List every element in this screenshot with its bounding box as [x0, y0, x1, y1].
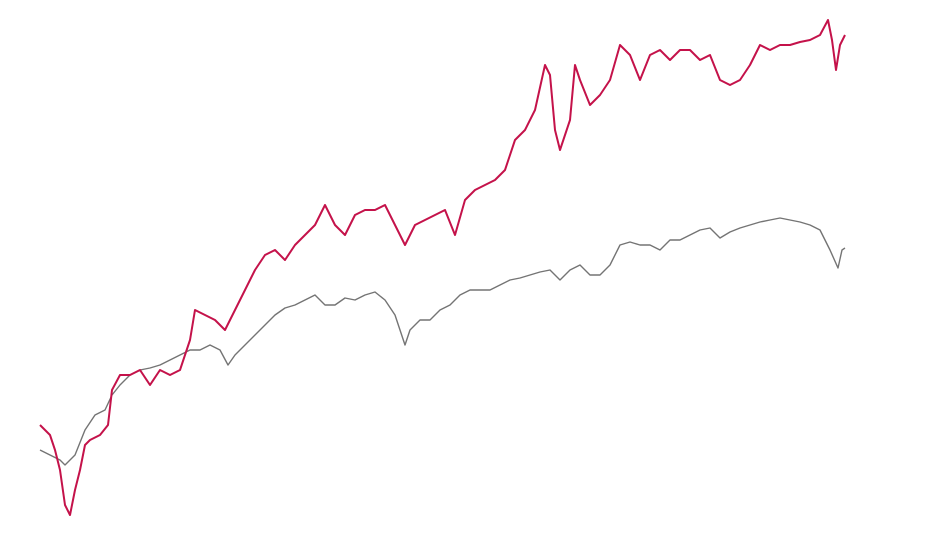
line-series	[39, 19, 846, 516]
line-series	[39, 217, 846, 466]
